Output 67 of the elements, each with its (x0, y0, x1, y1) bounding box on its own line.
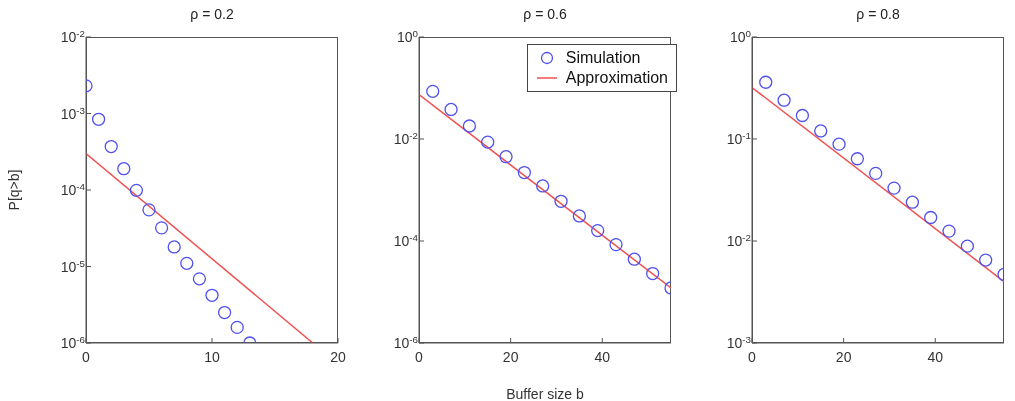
point (91, 112, 106, 126)
x-tick-label: 10 (204, 348, 220, 365)
point (205, 288, 219, 302)
x-tick-label: 0 (82, 348, 91, 365)
point (104, 139, 118, 154)
x-tick-label: 20 (330, 348, 346, 365)
x-tick-label: 0 (415, 348, 424, 365)
point (850, 152, 865, 166)
point (154, 221, 169, 235)
point (536, 179, 550, 193)
y-tick-label: 10$^{-4}$ (393, 231, 419, 249)
point (180, 256, 194, 270)
point (192, 272, 207, 286)
y-tick-label: 10$^{0}$ (396, 27, 419, 45)
y-tick-label: 10$^{-2}$ (393, 129, 418, 147)
x-tick-label: 0 (748, 348, 757, 365)
chart-title: ρ = 0.8 (855, 6, 901, 22)
y-axis-title: P[q>b] (5, 169, 22, 211)
point (814, 124, 828, 138)
point (646, 266, 660, 281)
point (869, 166, 883, 181)
point (230, 320, 244, 335)
point (572, 209, 587, 223)
chart-title: ρ = 0.6 (522, 6, 568, 22)
y-tick-label: 10$^{-5}$ (60, 257, 86, 275)
point (905, 195, 920, 209)
point (960, 239, 974, 253)
x-tick-label: 40 (594, 348, 611, 365)
point (129, 183, 144, 197)
legend-label: Simulation (565, 48, 641, 68)
legend-label: Approximation (565, 68, 668, 88)
point (979, 253, 993, 267)
point (426, 84, 440, 98)
point (887, 181, 901, 195)
y-tick-label: 10$^{-2}$ (726, 231, 751, 249)
point (117, 162, 131, 176)
point (517, 165, 532, 180)
y-tick-label: 10$^{-6}$ (393, 333, 419, 351)
y-tick-label: 10$^{0}$ (729, 27, 752, 45)
point (627, 252, 641, 266)
point (942, 224, 956, 238)
point (554, 194, 568, 208)
point (444, 102, 458, 117)
point (481, 135, 495, 149)
point (499, 150, 513, 164)
point (167, 240, 181, 254)
point (759, 75, 773, 89)
x-tick-label: 20 (502, 348, 519, 365)
point (142, 203, 156, 217)
chart-title: ρ = 0.2 (189, 6, 235, 22)
point (924, 210, 938, 225)
y-tick-label: 10$^{-6}$ (60, 333, 86, 351)
point (832, 137, 846, 151)
point (609, 237, 623, 252)
y-tick-label: 10$^{-3}$ (726, 333, 752, 351)
y-tick-label: 10$^{-2}$ (60, 27, 85, 45)
y-tick-label: 10$^{-4}$ (60, 180, 86, 198)
x-axis-title: Buffer size b (506, 386, 584, 401)
point (591, 223, 605, 238)
point (795, 108, 810, 123)
x-tick-label: 20 (835, 348, 852, 365)
x-tick-label: 40 (927, 348, 944, 365)
point (217, 305, 232, 320)
point (462, 119, 477, 133)
y-tick-label: 10$^{-3}$ (60, 104, 86, 122)
point (777, 93, 791, 107)
y-tick-label: 10$^{-1}$ (726, 129, 751, 147)
